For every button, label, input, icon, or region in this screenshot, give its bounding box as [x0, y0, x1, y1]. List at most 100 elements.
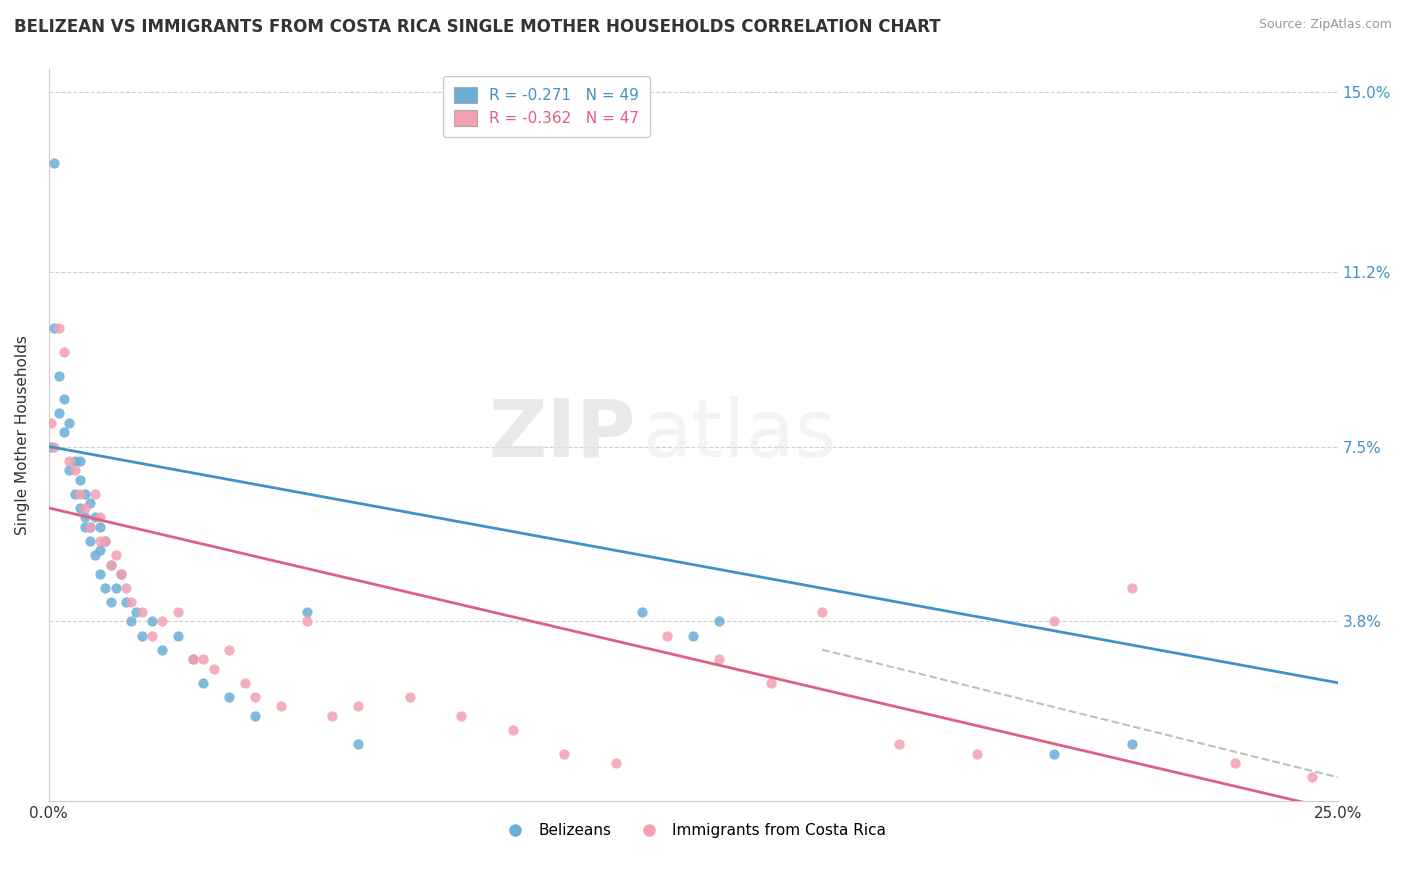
- Point: [120, 615, 142, 629]
- Point: [89, 520, 111, 534]
- Point: [605, 756, 627, 770]
- Point: [53, 425, 76, 440]
- Point: [233, 675, 256, 690]
- Text: atlas: atlas: [641, 396, 837, 474]
- Point: [73, 520, 96, 534]
- Point: [966, 747, 988, 761]
- Point: [120, 595, 142, 609]
- Point: [131, 628, 153, 642]
- Point: [1121, 737, 1143, 751]
- Point: [243, 690, 266, 704]
- Point: [243, 709, 266, 723]
- Point: [1043, 747, 1066, 761]
- Point: [115, 581, 138, 595]
- Point: [1121, 581, 1143, 595]
- Point: [73, 487, 96, 501]
- Point: [1043, 615, 1066, 629]
- Point: [630, 605, 652, 619]
- Point: [218, 690, 240, 704]
- Point: [100, 595, 122, 609]
- Point: [79, 520, 101, 534]
- Point: [104, 581, 127, 595]
- Point: [63, 487, 86, 501]
- Point: [321, 709, 343, 723]
- Point: [889, 737, 911, 751]
- Point: [41, 440, 63, 454]
- Point: [58, 453, 80, 467]
- Point: [166, 628, 188, 642]
- Point: [141, 628, 163, 642]
- Text: BELIZEAN VS IMMIGRANTS FROM COSTA RICA SINGLE MOTHER HOUSEHOLDS CORRELATION CHAR: BELIZEAN VS IMMIGRANTS FROM COSTA RICA S…: [14, 18, 941, 36]
- Point: [79, 496, 101, 510]
- Point: [89, 510, 111, 524]
- Point: [682, 628, 704, 642]
- Point: [295, 615, 318, 629]
- Point: [84, 510, 107, 524]
- Point: [181, 652, 204, 666]
- Text: ZIP: ZIP: [488, 396, 636, 474]
- Point: [63, 463, 86, 477]
- Point: [131, 605, 153, 619]
- Point: [270, 699, 292, 714]
- Point: [100, 558, 122, 572]
- Point: [69, 487, 91, 501]
- Point: [84, 548, 107, 562]
- Point: [41, 416, 63, 430]
- Point: [707, 652, 730, 666]
- Point: [42, 156, 65, 170]
- Point: [104, 548, 127, 562]
- Point: [347, 699, 370, 714]
- Point: [53, 392, 76, 407]
- Point: [115, 595, 138, 609]
- Point: [48, 406, 70, 420]
- Point: [89, 567, 111, 582]
- Point: [110, 567, 132, 582]
- Point: [94, 581, 117, 595]
- Point: [42, 321, 65, 335]
- Point: [94, 534, 117, 549]
- Point: [193, 675, 215, 690]
- Point: [811, 605, 834, 619]
- Point: [73, 510, 96, 524]
- Y-axis label: Single Mother Households: Single Mother Households: [15, 334, 30, 534]
- Point: [58, 416, 80, 430]
- Point: [69, 453, 91, 467]
- Point: [450, 709, 472, 723]
- Point: [58, 463, 80, 477]
- Point: [69, 500, 91, 515]
- Point: [79, 520, 101, 534]
- Point: [69, 473, 91, 487]
- Point: [89, 534, 111, 549]
- Point: [141, 615, 163, 629]
- Point: [553, 747, 575, 761]
- Point: [48, 368, 70, 383]
- Point: [42, 440, 65, 454]
- Point: [1223, 756, 1246, 770]
- Point: [218, 642, 240, 657]
- Point: [125, 605, 148, 619]
- Point: [150, 642, 173, 657]
- Point: [502, 723, 524, 737]
- Point: [94, 534, 117, 549]
- Point: [166, 605, 188, 619]
- Point: [79, 534, 101, 549]
- Point: [100, 558, 122, 572]
- Point: [347, 737, 370, 751]
- Point: [1301, 770, 1323, 784]
- Point: [295, 605, 318, 619]
- Text: Source: ZipAtlas.com: Source: ZipAtlas.com: [1258, 18, 1392, 31]
- Point: [398, 690, 420, 704]
- Point: [759, 675, 782, 690]
- Point: [73, 500, 96, 515]
- Point: [110, 567, 132, 582]
- Point: [707, 615, 730, 629]
- Point: [181, 652, 204, 666]
- Legend: Belizeans, Immigrants from Costa Rica: Belizeans, Immigrants from Costa Rica: [494, 817, 893, 845]
- Point: [84, 487, 107, 501]
- Point: [53, 345, 76, 359]
- Point: [63, 453, 86, 467]
- Point: [150, 615, 173, 629]
- Point: [193, 652, 215, 666]
- Point: [202, 662, 225, 676]
- Point: [657, 628, 679, 642]
